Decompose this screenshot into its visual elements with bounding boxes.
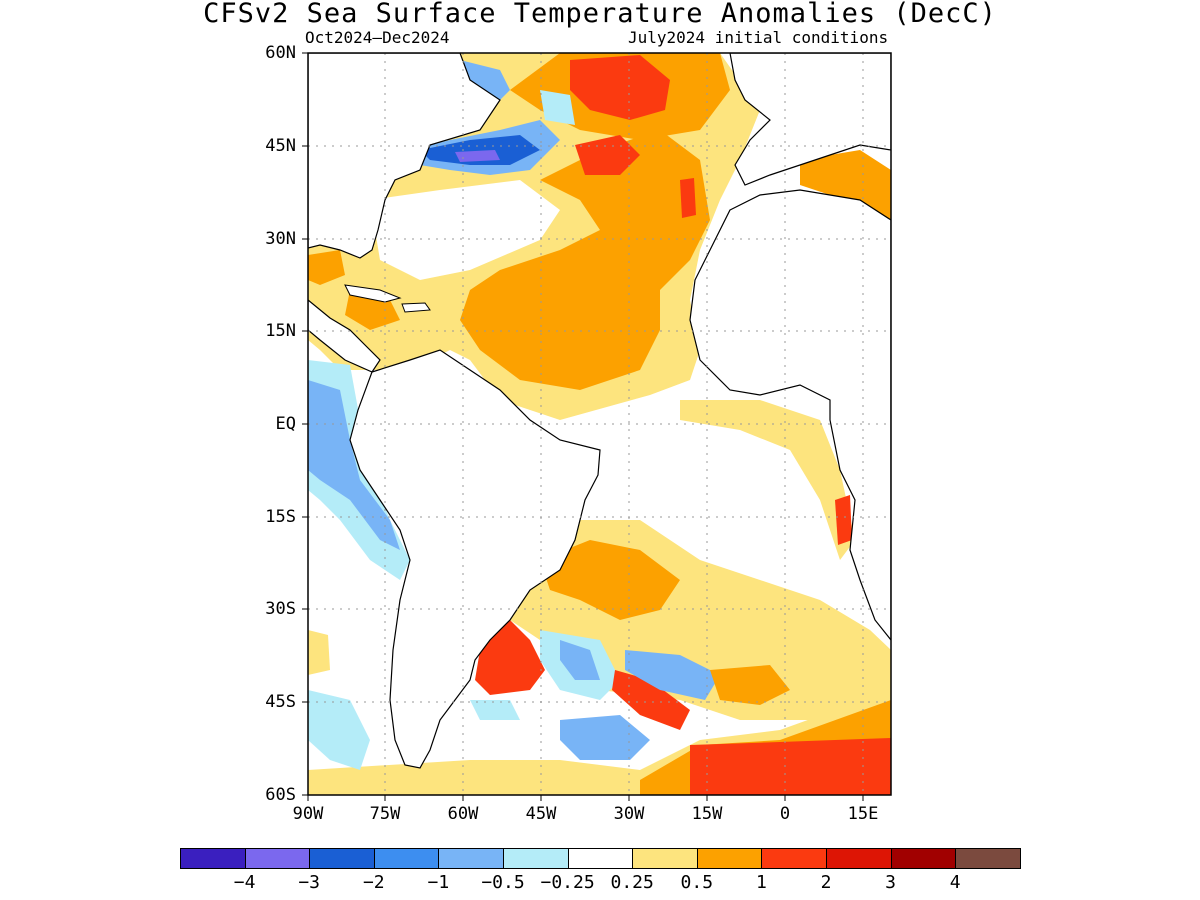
anomaly-region-south-warm-blob [710, 665, 790, 705]
colorbar-label: −3 [298, 872, 321, 893]
anomaly-region-gulf-stream-coldest [455, 150, 500, 162]
lat-label-60s: 60S [265, 785, 296, 805]
anomaly-region-gulf-mexico-warm [308, 250, 345, 285]
land-south-america [349, 349, 601, 769]
land-central-america [308, 299, 381, 373]
lat-label-30s: 30S [265, 599, 296, 619]
map-title: CFSv2 Sea Surface Temperature Anomalies … [203, 0, 997, 29]
land-north-america [308, 53, 501, 259]
colorbar-swatch [309, 848, 375, 869]
initial-conditions: July2024 initial conditions [628, 28, 889, 47]
colorbar-swatch [244, 848, 311, 869]
anomaly-region-chile-weak-warm [308, 630, 330, 675]
land-cuba [344, 284, 402, 303]
colorbar-label: 2 [820, 872, 832, 893]
anomaly-region-na-warm-core [460, 130, 710, 390]
land-europe [729, 53, 891, 186]
lon-label-30w: 30W [613, 804, 645, 824]
lat-label-60n: 60N [265, 43, 296, 63]
anomaly-region-labrador-weak-cool [540, 90, 575, 125]
colorbar-swatch [503, 848, 569, 869]
anomaly-region-southern-ocean-hot [690, 738, 891, 795]
anomaly-region-tropical-atlantic-weak-warm [680, 400, 855, 560]
lon-label-60w: 60W [447, 804, 479, 824]
colorbar-swatch [826, 848, 892, 869]
anomaly-region-na-hot-south [575, 135, 640, 175]
colorbar-swatch [632, 848, 698, 869]
colorbar-label: −0.5 [481, 872, 525, 893]
anomaly-region-south-hot-streak [612, 670, 690, 730]
anomaly-region-benguela-hot [835, 495, 852, 545]
colorbar-swatch [890, 848, 957, 869]
colorbar-swatch [567, 848, 634, 869]
colorbar-label: 3 [885, 872, 897, 893]
colorbar-swatch [955, 848, 1021, 869]
colorbar-label: −4 [233, 872, 256, 893]
lat-label-15n: 15N [265, 321, 296, 341]
anomaly-region-azores-hot [680, 178, 696, 218]
lat-label-45s: 45S [265, 692, 296, 712]
forecast-period: Oct2024–Dec2024 [305, 28, 450, 47]
anomaly-fields [308, 53, 891, 795]
graticule [308, 53, 891, 795]
lat-label-eq: EQ [275, 414, 296, 434]
anomaly-region-labrador-cool [460, 60, 510, 110]
anomaly-region-south-cool-blob [625, 650, 720, 700]
anomaly-region-chile-weak-cool [308, 690, 370, 770]
lat-label-45n: 45N [265, 136, 296, 156]
colorbar-label: −1 [427, 872, 450, 893]
anomaly-region-southern-ocean-weak-cool [470, 700, 520, 720]
lon-label-15e: 15E [847, 804, 879, 824]
colorbar-swatch [373, 848, 440, 869]
colorbar-label: 4 [949, 872, 961, 893]
lon-label-75w: 75W [369, 804, 401, 824]
lat-label-30n: 30N [265, 229, 296, 249]
colorbar-label: 1 [755, 872, 767, 893]
anomaly-region-sargasso-neutral [370, 180, 560, 280]
anomaly-region-pacific-cool [308, 380, 400, 550]
lon-label-0: 0 [779, 804, 791, 824]
anomaly-region-confluence-cool [560, 640, 600, 680]
anomaly-region-na-hot [570, 55, 670, 120]
colorbar-swatch [761, 848, 827, 869]
land-hispaniola [401, 302, 431, 313]
colorbar-swatch [696, 848, 763, 869]
colorbar-label: −0.25 [540, 872, 595, 893]
anomaly-region-south-atlantic-warm [540, 540, 680, 620]
land-africa [689, 189, 891, 641]
anomaly-region-gulf-stream-cold [420, 135, 540, 165]
colorbar-swatch [438, 848, 504, 869]
colorbar-label: 0.25 [610, 872, 654, 893]
axis-ticks [302, 52, 864, 801]
lon-label-45w: 45W [525, 804, 557, 824]
colorbar-swatch [180, 848, 246, 869]
lon-label-90w: 90W [292, 804, 324, 824]
anomaly-region-brazil-current-hot [475, 620, 545, 695]
anomaly-region-southern-ocean-cool [560, 715, 650, 760]
colorbar-label: 0.5 [680, 872, 714, 893]
colorbar-label: −2 [362, 872, 385, 893]
lon-label-15w: 15W [691, 804, 723, 824]
lat-label-15s: 15S [265, 507, 296, 527]
